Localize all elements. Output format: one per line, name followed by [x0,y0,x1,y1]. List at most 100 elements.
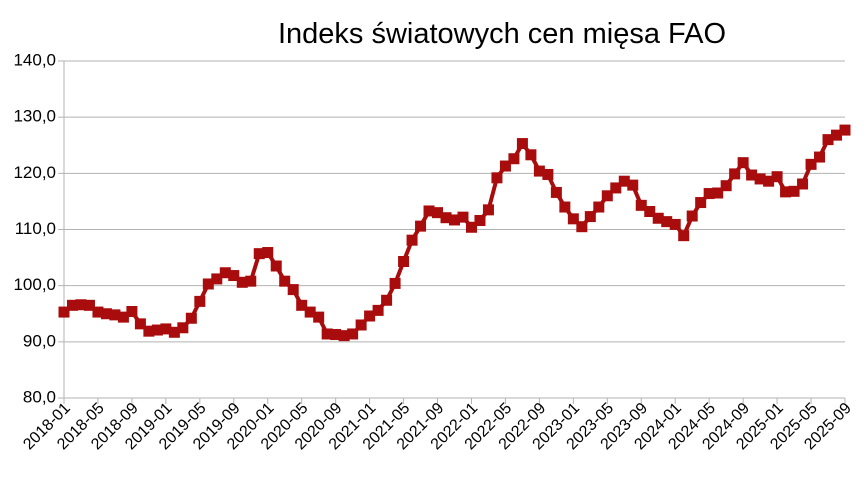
data-point [839,124,851,136]
data-point [287,284,299,296]
y-tick-label: 80,0 [23,387,56,406]
data-point [746,169,758,181]
data-point [635,199,647,211]
data-point [542,168,554,180]
data-point [669,218,681,230]
data-point [601,190,613,202]
data-point [763,175,775,187]
data-point [304,306,316,318]
data-point [610,182,622,194]
data-point [805,158,817,170]
data-point [729,168,741,180]
data-point [109,309,121,321]
data-point [576,221,588,233]
data-point [168,326,180,338]
data-point [83,299,95,311]
data-point [228,270,240,282]
data-point [822,134,834,146]
data-point [814,151,826,163]
data-point [202,278,214,290]
data-point [465,221,477,233]
data-point [151,324,163,336]
data-point [160,323,172,335]
data-point [92,306,104,318]
data-point [491,172,503,184]
data-point [737,157,749,169]
data-line [62,128,847,338]
data-point [652,212,664,224]
data-point [508,153,520,165]
y-tick-label: 120,0 [13,163,56,182]
data-point [219,267,231,279]
data-point [338,330,350,342]
data-point [559,201,571,213]
data-point [296,299,308,311]
data-point [788,185,800,197]
data-point [262,247,274,259]
data-point [415,220,427,232]
data-point [66,299,78,311]
data-point [194,295,206,307]
y-tick-label: 100,0 [13,275,56,294]
data-point [355,319,367,331]
data-point [627,179,639,191]
data-point [211,273,223,285]
data-point [58,306,70,318]
data-point [644,206,656,218]
data-point [661,216,673,228]
data-point [423,205,435,217]
data-point [440,212,452,224]
data-point [253,248,265,260]
data-point [754,173,766,185]
data-point [525,149,537,161]
data-point [185,312,197,324]
data-point [432,207,444,219]
data-point [712,187,724,199]
data-point [593,201,605,213]
data-point [389,277,401,289]
data-point [678,230,690,242]
data-point [516,138,528,150]
data-point [372,304,384,316]
data-point [236,276,248,288]
y-tick-label: 90,0 [23,331,56,350]
data-point [313,311,325,323]
data-point [797,178,809,190]
data-point [364,310,376,322]
data-point [780,186,792,198]
data-point [143,325,155,337]
data-point [771,171,783,183]
y-tick-label: 130,0 [13,107,56,126]
data-point [117,311,129,323]
y-tick-label: 110,0 [15,219,56,238]
data-point [381,294,393,306]
data-point [279,275,291,287]
data-point [695,197,707,209]
data-point [703,188,715,200]
data-point [270,260,282,272]
data-point [406,234,418,246]
data-point [457,211,469,223]
chart-title: Indeks światowych cen mięsa FAO [278,18,726,50]
data-point [584,211,596,223]
data-point [686,210,698,222]
data-point [550,186,562,198]
data-point [720,180,732,192]
data-point [482,204,494,216]
data-point [831,129,843,141]
data-point [567,213,579,225]
data-point [245,275,257,287]
data-point [321,328,333,340]
data-point [347,328,359,340]
data-point [449,214,460,226]
data-point [126,306,138,318]
data-point [100,308,112,320]
y-tick-label: 140,0 [13,50,56,69]
data-point [618,175,630,187]
data-point [134,318,146,330]
data-point [533,165,545,177]
data-point [75,299,87,311]
data-point [398,256,410,268]
data-point [499,160,511,172]
